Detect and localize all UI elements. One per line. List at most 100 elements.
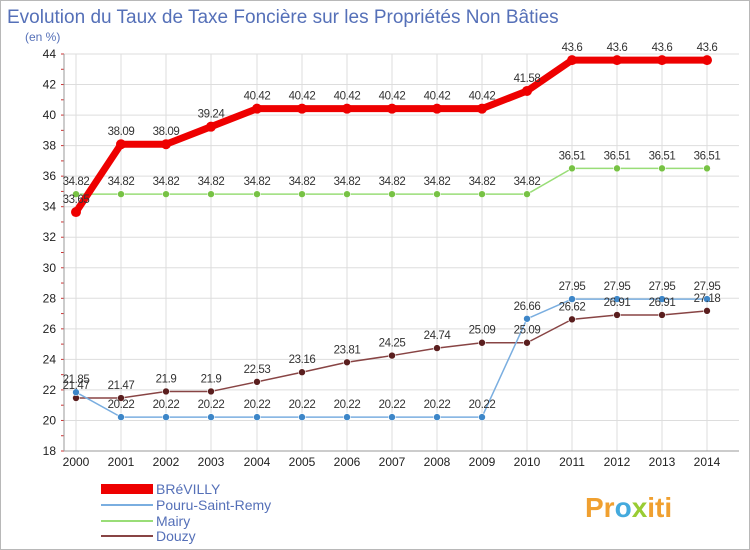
- data-point: [116, 139, 126, 150]
- legend-label: Mairy: [156, 513, 190, 529]
- y-tick-label: 28: [43, 291, 57, 305]
- data-point: [71, 207, 81, 218]
- data-point: [568, 315, 576, 324]
- svg-text:Proxiti: Proxiti: [585, 492, 672, 523]
- data-point: [161, 139, 171, 150]
- y-tick-label: 38: [43, 139, 57, 153]
- logo-part-2: o: [615, 492, 632, 523]
- data-label: 40.42: [244, 91, 271, 103]
- data-label: 20.22: [198, 399, 225, 411]
- y-tick-label: 20: [43, 413, 57, 427]
- data-point: [297, 103, 307, 114]
- data-label: 40.42: [379, 91, 406, 103]
- data-point: [702, 55, 712, 66]
- data-label: 20.22: [289, 399, 316, 411]
- data-label: 43.6: [697, 42, 718, 54]
- data-label: 25.09: [514, 325, 541, 337]
- logo-part-4: iti: [647, 492, 672, 523]
- x-tick-label: 2003: [198, 455, 225, 469]
- data-point: [613, 311, 621, 319]
- data-point: [387, 103, 397, 114]
- data-point: [388, 351, 396, 360]
- data-point: [252, 103, 262, 114]
- data-point: [207, 190, 215, 198]
- chart-title: Evolution du Taux de Taxe Foncière sur l…: [7, 7, 559, 28]
- legend-label: Pouru-Saint-Remy: [156, 497, 271, 513]
- data-point: [433, 190, 441, 198]
- data-label: 20.22: [469, 399, 496, 411]
- x-tick-label: 2007: [379, 455, 406, 469]
- data-point: [523, 314, 531, 323]
- data-label: 21.47: [108, 380, 135, 392]
- y-tick-label: 40: [43, 108, 57, 122]
- x-tick-label: 2012: [604, 455, 631, 469]
- x-tick-label: 2005: [289, 455, 316, 469]
- y-tick-label: 36: [43, 169, 57, 183]
- data-point: [72, 190, 80, 198]
- data-point: [117, 190, 125, 198]
- data-label: 34.82: [153, 176, 180, 188]
- proxiti-logo: Proxiti: [585, 492, 672, 523]
- data-label: 23.81: [334, 344, 361, 356]
- data-point: [162, 413, 170, 421]
- data-label: 20.22: [334, 399, 361, 411]
- data-label: 22.53: [244, 364, 271, 376]
- data-point: [478, 413, 486, 421]
- y-tick-label: 22: [43, 383, 57, 397]
- data-point: [388, 413, 396, 421]
- data-point: [478, 190, 486, 198]
- data-point: [162, 387, 170, 396]
- data-point: [658, 164, 666, 173]
- data-label: 39.24: [198, 109, 226, 121]
- data-point: [568, 295, 576, 303]
- data-label: 43.6: [652, 42, 673, 54]
- data-label: 25.09: [469, 325, 496, 337]
- data-label: 20.22: [424, 399, 451, 411]
- data-point: [478, 338, 486, 347]
- data-point: [523, 338, 531, 347]
- data-point: [523, 190, 531, 198]
- data-point: [298, 413, 306, 421]
- legend-label: BRéVILLY: [156, 481, 221, 497]
- data-point: [298, 190, 306, 198]
- grid: [64, 53, 739, 452]
- data-point: [703, 307, 711, 315]
- series-group: [71, 55, 712, 421]
- data-label: 21.9: [156, 373, 177, 385]
- data-point: [612, 55, 622, 66]
- data-point: [343, 190, 351, 198]
- data-label: 34.82: [514, 176, 541, 188]
- data-point: [657, 55, 667, 66]
- data-point: [298, 368, 306, 377]
- y-tick-label: 30: [43, 261, 57, 275]
- data-label: 34.82: [244, 176, 271, 188]
- data-labels: 33.65 38.09 38.09 39.24 40.42 40.42 40.42 40.42…: [63, 42, 721, 411]
- data-label: 38.09: [108, 126, 135, 138]
- data-label: 34.82: [379, 176, 406, 188]
- data-label: 36.51: [649, 150, 676, 162]
- data-point: [343, 413, 351, 421]
- data-point: [206, 121, 216, 132]
- data-label: 41.58: [514, 73, 541, 85]
- data-label: 27.95: [649, 281, 676, 293]
- data-label: 26.91: [604, 297, 631, 309]
- data-point: [658, 311, 666, 319]
- data-point: [388, 190, 396, 198]
- data-label: 43.6: [607, 42, 628, 54]
- x-tick-label: 2002: [153, 455, 180, 469]
- data-label: 26.62: [559, 301, 586, 313]
- data-label: 40.42: [334, 91, 361, 103]
- logo-part-1: Pr: [585, 492, 615, 523]
- x-tick-label: 2014: [694, 455, 721, 469]
- x-tick-label: 2008: [424, 455, 451, 469]
- y-tick-label: 34: [43, 200, 57, 214]
- data-point: [432, 103, 442, 114]
- data-label: 34.82: [469, 176, 496, 188]
- data-point: [253, 190, 261, 198]
- data-label: 20.22: [244, 399, 271, 411]
- data-label: 27.95: [604, 281, 631, 293]
- data-label: 36.51: [559, 150, 586, 162]
- data-label: 36.51: [604, 150, 631, 162]
